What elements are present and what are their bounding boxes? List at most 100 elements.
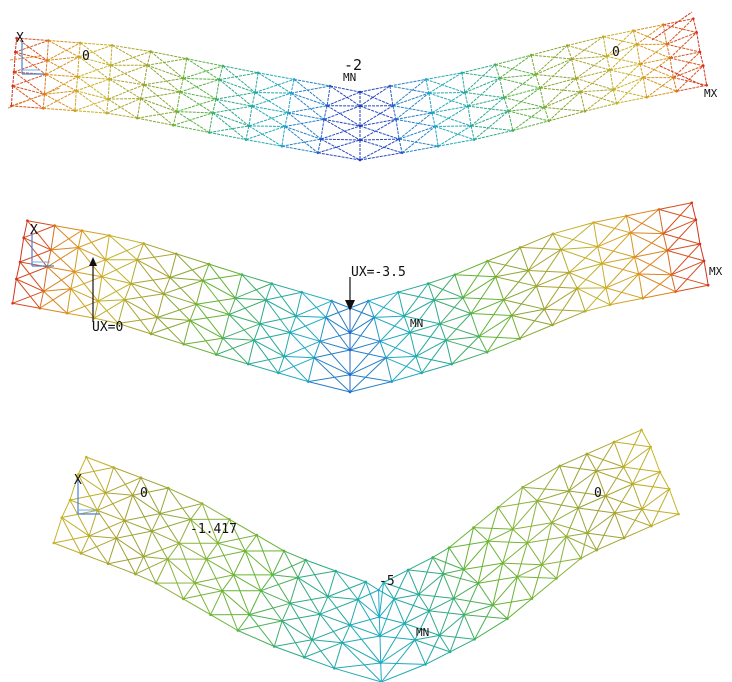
truss-member <box>61 517 82 554</box>
truss-member <box>216 354 249 365</box>
truss-member <box>323 118 361 141</box>
truss-node <box>608 68 612 72</box>
truss-member <box>88 520 125 537</box>
truss-node <box>256 71 260 75</box>
truss-member <box>327 581 366 598</box>
truss-node <box>706 283 710 287</box>
truss-member <box>159 513 180 544</box>
truss-member <box>495 270 529 278</box>
truss-member <box>568 246 599 273</box>
truss-member <box>568 453 588 492</box>
truss-member <box>222 65 256 93</box>
truss-node <box>280 619 284 623</box>
truss-member <box>50 247 79 251</box>
truss-node <box>65 311 69 315</box>
truss-member <box>508 87 541 112</box>
truss-member <box>636 24 664 45</box>
truss-member <box>251 92 256 107</box>
truss-member <box>526 500 538 544</box>
truss-node <box>22 236 26 239</box>
truss-member <box>313 357 351 376</box>
support-label: UX=0 <box>92 320 123 335</box>
truss-node <box>326 595 330 598</box>
truss-member <box>428 573 444 612</box>
truss-node <box>612 88 615 91</box>
truss-member <box>118 323 152 335</box>
truss-member <box>531 54 572 60</box>
truss-member <box>12 85 44 109</box>
truss-node <box>248 613 251 616</box>
truss-member <box>271 283 302 293</box>
truss-member <box>368 291 399 302</box>
truss-member <box>77 474 106 494</box>
truss-node <box>115 536 118 540</box>
truss-member <box>169 263 210 278</box>
truss-member <box>477 583 494 606</box>
truss-member <box>108 563 136 575</box>
truss-member <box>632 483 670 490</box>
truss-member <box>696 32 701 53</box>
truss-member <box>222 323 261 339</box>
truss-node <box>292 78 296 81</box>
truss-node <box>615 102 618 105</box>
truss-member <box>596 512 616 551</box>
truss-member <box>666 18 694 45</box>
truss-member <box>462 260 488 298</box>
truss-member <box>295 300 332 317</box>
truss-member <box>395 118 436 127</box>
truss-member <box>560 222 594 250</box>
truss-member <box>393 598 430 612</box>
truss-member <box>462 297 504 301</box>
truss-member <box>429 610 465 616</box>
truss-member <box>467 97 505 107</box>
truss-member <box>575 77 614 91</box>
truss-node <box>42 290 45 293</box>
truss-member <box>248 363 279 374</box>
truss-member <box>586 441 615 455</box>
truss-member <box>349 624 382 664</box>
truss-member <box>105 492 133 496</box>
truss-member <box>228 519 246 552</box>
truss-member <box>69 492 106 501</box>
truss-member <box>97 276 103 302</box>
truss-member <box>208 263 236 299</box>
truss-member <box>415 339 447 357</box>
truss-member <box>418 594 430 612</box>
truss-member <box>439 635 451 653</box>
truss-node <box>123 519 126 522</box>
truss-member <box>415 323 441 357</box>
truss-member <box>586 453 624 468</box>
truss-member <box>217 534 257 544</box>
truss-node <box>282 549 286 553</box>
truss-member <box>539 58 572 89</box>
truss-member <box>414 639 451 653</box>
truss-member <box>189 314 230 321</box>
truss-member <box>257 72 292 94</box>
truss-member <box>359 138 400 161</box>
truss-member <box>124 293 164 301</box>
truss-node <box>661 232 665 235</box>
truss-member <box>143 243 171 278</box>
truss-member <box>556 536 567 579</box>
truss-member <box>157 303 197 318</box>
truss-member <box>146 51 152 66</box>
truss-node <box>413 638 417 642</box>
truss-node <box>232 573 235 577</box>
truss-member <box>78 56 110 80</box>
truss-member <box>61 517 90 537</box>
truss-member <box>470 110 509 127</box>
truss-member <box>202 280 230 315</box>
truss-member <box>383 569 409 583</box>
truss-member <box>97 494 133 511</box>
truss-member <box>464 92 469 107</box>
truss-member <box>522 486 569 492</box>
truss-member <box>378 598 395 618</box>
truss-member <box>118 317 158 324</box>
truss-member <box>265 291 302 301</box>
truss-member <box>93 300 99 319</box>
truss-member <box>76 90 109 100</box>
truss-member <box>623 446 651 468</box>
truss-node <box>516 575 519 579</box>
truss-member <box>289 577 299 604</box>
truss-node <box>378 634 382 638</box>
